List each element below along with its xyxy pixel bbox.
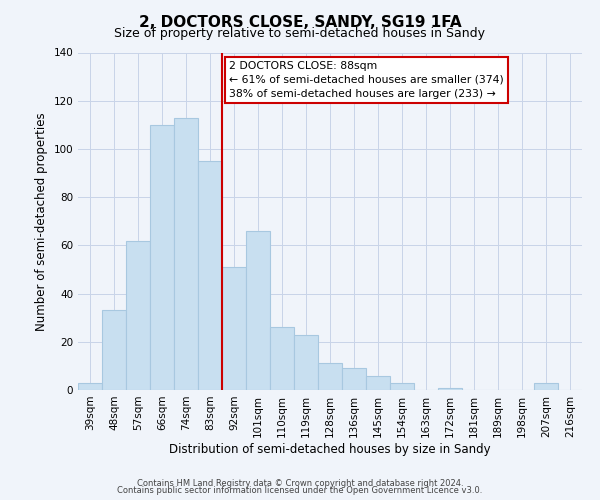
Bar [390,383,414,390]
Bar [318,364,342,390]
Bar [222,267,246,390]
Bar [342,368,366,390]
Bar [78,383,102,390]
Text: Contains public sector information licensed under the Open Government Licence v3: Contains public sector information licen… [118,486,482,495]
Bar [150,125,174,390]
Text: 2 DOCTORS CLOSE: 88sqm
← 61% of semi-detached houses are smaller (374)
38% of se: 2 DOCTORS CLOSE: 88sqm ← 61% of semi-det… [229,61,504,99]
Y-axis label: Number of semi-detached properties: Number of semi-detached properties [35,112,48,330]
Text: Size of property relative to semi-detached houses in Sandy: Size of property relative to semi-detach… [115,28,485,40]
Bar [102,310,126,390]
Bar [294,334,318,390]
Bar [438,388,462,390]
Text: 2, DOCTORS CLOSE, SANDY, SG19 1FA: 2, DOCTORS CLOSE, SANDY, SG19 1FA [139,15,461,30]
Bar [534,383,558,390]
Bar [270,328,294,390]
Bar [198,161,222,390]
Bar [174,118,198,390]
X-axis label: Distribution of semi-detached houses by size in Sandy: Distribution of semi-detached houses by … [169,442,491,456]
Bar [246,231,270,390]
Bar [366,376,390,390]
Text: Contains HM Land Registry data © Crown copyright and database right 2024.: Contains HM Land Registry data © Crown c… [137,478,463,488]
Bar [126,240,150,390]
